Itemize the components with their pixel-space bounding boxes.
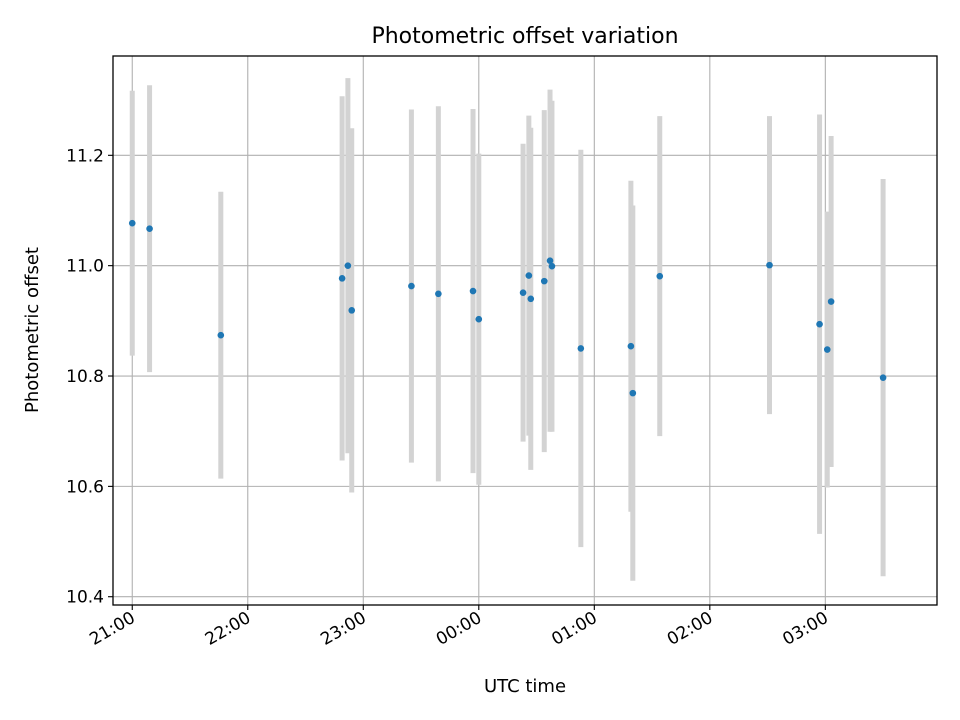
data-point bbox=[146, 225, 153, 233]
x-tick-label: 00:00 bbox=[433, 608, 485, 650]
data-point bbox=[435, 290, 442, 298]
x-axis-ticks: 21:00 22:00 23:00 00:00 01:00 02:00 03:00 bbox=[86, 605, 832, 650]
y-axis-ticks: 10.4 10.6 10.8 11.0 11.2 bbox=[66, 146, 113, 608]
data-point bbox=[816, 320, 823, 328]
data-point bbox=[766, 261, 773, 269]
data-point bbox=[879, 374, 887, 381]
data-point bbox=[540, 277, 548, 285]
y-tick-label: 10.6 bbox=[66, 477, 104, 497]
y-tick-label: 10.8 bbox=[66, 367, 104, 387]
plot-frame bbox=[112, 55, 938, 606]
x-axis-label: UTC time bbox=[484, 676, 566, 697]
data-point bbox=[519, 289, 527, 297]
chart-title: Photometric offset variation bbox=[371, 24, 678, 49]
y-tick-label: 11.2 bbox=[66, 146, 104, 166]
data-point bbox=[525, 272, 533, 279]
data-point bbox=[344, 262, 352, 269]
data-points bbox=[128, 219, 887, 397]
y-tick-label: 10.4 bbox=[66, 588, 104, 608]
data-point bbox=[408, 282, 415, 290]
x-tick-label: 02:00 bbox=[664, 608, 716, 650]
data-point bbox=[546, 257, 554, 265]
data-point bbox=[827, 298, 835, 305]
grid-lines bbox=[113, 56, 937, 605]
data-point bbox=[548, 262, 556, 270]
data-point bbox=[629, 389, 637, 397]
x-tick-label: 01:00 bbox=[548, 608, 600, 650]
data-point bbox=[338, 275, 346, 282]
data-point bbox=[577, 345, 585, 352]
data-point bbox=[217, 331, 225, 339]
data-point bbox=[527, 295, 535, 303]
x-tick-label: 21:00 bbox=[86, 608, 138, 650]
data-point bbox=[348, 307, 356, 314]
x-tick-label: 23:00 bbox=[317, 608, 369, 650]
error-bars bbox=[129, 78, 886, 581]
data-point bbox=[475, 315, 483, 323]
data-point bbox=[128, 219, 136, 227]
x-tick-label: 03:00 bbox=[779, 608, 831, 650]
data-point bbox=[627, 342, 635, 350]
data-point bbox=[469, 287, 477, 295]
y-tick-label: 11.0 bbox=[66, 257, 104, 277]
data-point bbox=[823, 346, 831, 353]
data-point bbox=[656, 272, 664, 280]
x-tick-label: 22:00 bbox=[202, 608, 254, 650]
y-axis-label: Photometric offset bbox=[22, 247, 43, 413]
